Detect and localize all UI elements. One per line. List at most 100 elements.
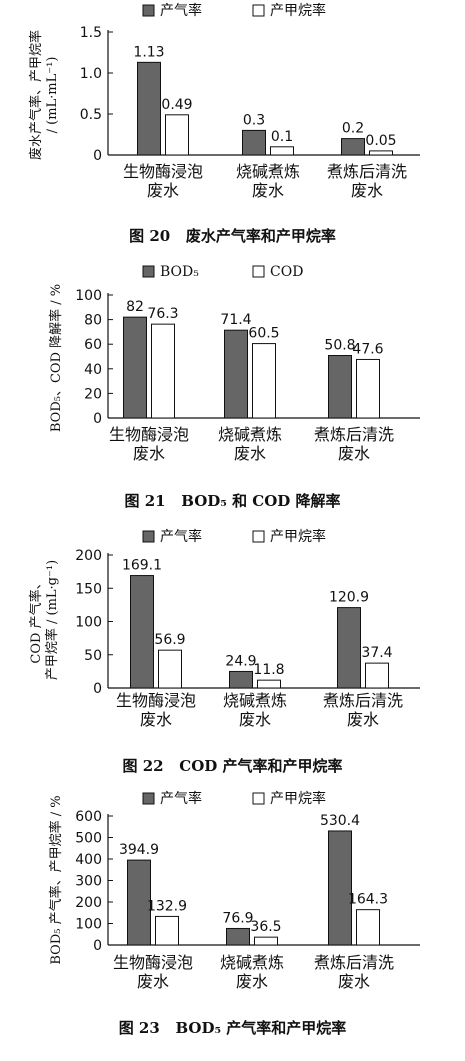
caption-fig23-number: 图 23 bbox=[118, 1019, 160, 1037]
bar bbox=[254, 936, 278, 946]
data-label: 0.05 bbox=[365, 133, 396, 149]
data-label: 132.9 bbox=[147, 898, 187, 914]
data-label: 1.13 bbox=[133, 44, 164, 60]
bar bbox=[151, 323, 175, 419]
category-label: 生物酶浸泡 bbox=[123, 162, 203, 181]
bar bbox=[365, 662, 389, 689]
legend-label: BOD₅ bbox=[160, 264, 199, 280]
category-label: 生物酶浸泡 bbox=[116, 691, 196, 710]
y-tick-label: 1.5 bbox=[80, 25, 102, 41]
data-label: 56.9 bbox=[154, 632, 185, 648]
y-tick-label: 400 bbox=[75, 852, 102, 868]
bar bbox=[369, 150, 393, 156]
data-label: 0.2 bbox=[342, 121, 364, 137]
category-label: 煮炼后清洗 bbox=[323, 691, 403, 710]
y-tick-label: 80 bbox=[84, 313, 102, 329]
y-axis-label: COD 产气率、 bbox=[28, 576, 44, 663]
y-tick-label: 0.5 bbox=[80, 107, 102, 123]
data-label: 169.1 bbox=[122, 558, 162, 574]
y-tick-label: 600 bbox=[75, 809, 102, 825]
legend-swatch bbox=[252, 265, 265, 278]
category-label: 烧碱煮炼 bbox=[236, 162, 300, 181]
y-tick-label: 200 bbox=[75, 895, 102, 911]
bar bbox=[328, 830, 352, 946]
legend-swatch bbox=[252, 530, 265, 543]
bar bbox=[356, 358, 380, 419]
legend-label: COD bbox=[270, 264, 303, 280]
legend-label: 产气率 bbox=[160, 2, 202, 19]
y-tick-label: 100 bbox=[75, 917, 102, 933]
category-label: 废水 bbox=[133, 444, 165, 463]
data-label: 0.3 bbox=[243, 112, 265, 128]
caption-fig22-number: 图 22 bbox=[122, 757, 164, 775]
legend-label: 产气率 bbox=[160, 528, 202, 545]
caption-fig23: 图 23 BOD₅ 产气率和产甲烷率 bbox=[0, 1017, 465, 1038]
y-tick-label: 150 bbox=[75, 581, 102, 597]
legend-swatch bbox=[142, 265, 155, 278]
y-tick-label: 0 bbox=[93, 148, 102, 164]
legend-swatch bbox=[252, 4, 265, 17]
category-label: 废水 bbox=[239, 710, 271, 729]
caption-fig21: 图 21 BOD₅ 和 COD 降解率 bbox=[0, 490, 465, 511]
legend-label: 产甲烷率 bbox=[270, 2, 326, 19]
caption-fig21-text: BOD₅ 和 COD 降解率 bbox=[181, 492, 341, 510]
y-axis-label: / (mL·mL⁻¹) bbox=[45, 57, 60, 134]
category-label: 废水 bbox=[140, 710, 172, 729]
category-label: 煮炼后清洗 bbox=[327, 162, 407, 181]
data-label: 71.4 bbox=[220, 312, 251, 328]
data-label: 37.4 bbox=[361, 645, 392, 661]
bar bbox=[155, 915, 179, 946]
legend-label: 产甲烷率 bbox=[270, 790, 326, 807]
bar bbox=[130, 575, 154, 689]
data-label: 0.49 bbox=[161, 97, 192, 113]
bar bbox=[337, 607, 361, 689]
y-tick-label: 1.0 bbox=[80, 66, 102, 82]
data-label: 24.9 bbox=[225, 653, 256, 669]
category-label: 烧碱煮炼 bbox=[220, 953, 284, 972]
bar bbox=[257, 679, 281, 689]
caption-fig20: 图 20 废水产气率和产甲烷率 bbox=[0, 225, 465, 246]
data-label: 76.3 bbox=[147, 306, 178, 322]
category-label: 烧碱煮炼 bbox=[218, 425, 282, 444]
caption-fig20-number: 图 20 bbox=[129, 227, 171, 245]
data-label: 0.1 bbox=[271, 129, 293, 145]
category-label: 煮炼后清洗 bbox=[314, 953, 394, 972]
data-label: 76.9 bbox=[222, 910, 253, 926]
y-axis-label: 废水产气率、产甲烷率 bbox=[28, 30, 44, 160]
category-label: 废水 bbox=[338, 972, 370, 991]
caption-fig22: 图 22 COD 产气率和产甲烷率 bbox=[0, 755, 465, 776]
data-label: 11.8 bbox=[253, 662, 284, 678]
bar bbox=[224, 329, 248, 419]
bar bbox=[328, 355, 352, 419]
category-label: 废水 bbox=[347, 710, 379, 729]
bar bbox=[137, 61, 161, 156]
category-label: 生物酶浸泡 bbox=[109, 425, 189, 444]
bar bbox=[226, 927, 250, 946]
y-tick-label: 100 bbox=[75, 615, 102, 631]
legend-label: 产甲烷率 bbox=[270, 528, 326, 545]
bar bbox=[127, 859, 151, 946]
bar bbox=[165, 114, 189, 156]
data-label: 120.9 bbox=[329, 590, 369, 606]
y-tick-label: 40 bbox=[84, 362, 102, 378]
data-label: 82 bbox=[126, 299, 144, 315]
category-label: 废水 bbox=[137, 972, 169, 991]
y-tick-label: 0 bbox=[93, 411, 102, 427]
category-label: 烧碱煮炼 bbox=[223, 691, 287, 710]
y-tick-label: 100 bbox=[75, 288, 102, 304]
data-label: 394.9 bbox=[119, 842, 159, 858]
category-label: 废水 bbox=[147, 181, 179, 200]
data-label: 60.5 bbox=[248, 326, 279, 342]
caption-fig21-number: 图 21 bbox=[124, 492, 166, 510]
caption-fig20-text: 废水产气率和产甲烷率 bbox=[185, 227, 336, 245]
data-label: 50.8 bbox=[324, 338, 355, 354]
y-axis-label: 产甲烷率 / (mL·g⁻¹) bbox=[44, 560, 60, 680]
y-tick-label: 20 bbox=[84, 386, 102, 402]
legend-swatch bbox=[142, 530, 155, 543]
data-label: 164.3 bbox=[348, 892, 388, 908]
category-label: 废水 bbox=[234, 444, 266, 463]
